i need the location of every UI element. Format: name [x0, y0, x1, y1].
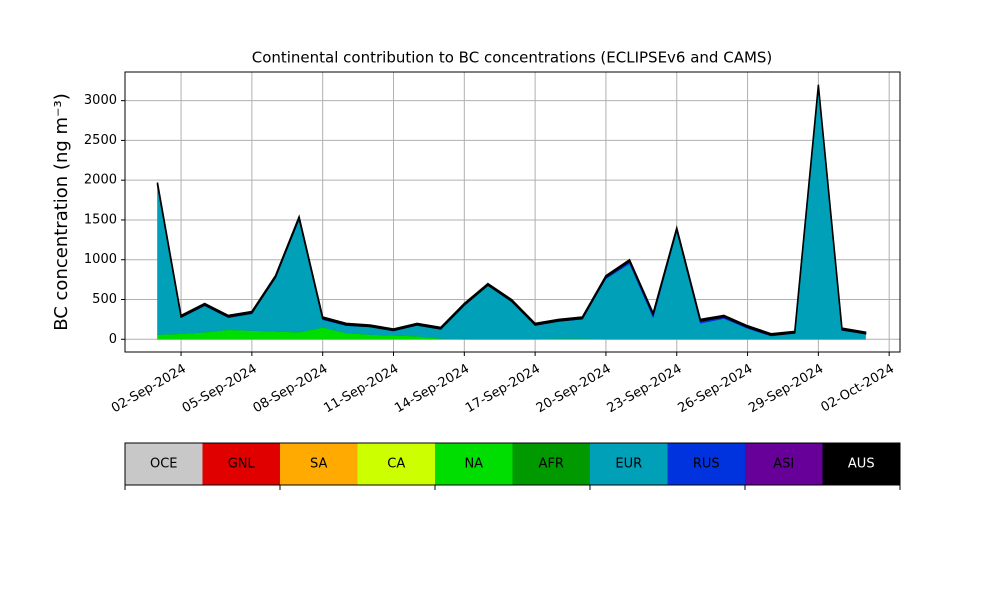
legend-label: AFR	[539, 457, 564, 472]
legend-swatch	[125, 443, 203, 485]
legend-label: AUS	[848, 457, 875, 472]
legend-swatch	[512, 443, 590, 485]
legend-swatch	[435, 443, 513, 485]
legend-swatch	[202, 443, 280, 485]
legend-swatch	[822, 443, 900, 485]
legend-label: GNL	[228, 457, 256, 472]
y-axis-label: BC concentration (ng m⁻³)	[51, 93, 72, 331]
y-tick-label: 3000	[84, 93, 117, 108]
y-tick-label: 0	[109, 332, 117, 347]
y-tick-label: 2000	[84, 173, 117, 188]
legend-label: EUR	[615, 457, 642, 472]
y-tick-label: 1500	[84, 212, 117, 227]
legend-swatch	[590, 443, 668, 485]
legend-swatch	[280, 443, 358, 485]
legend-swatch	[745, 443, 823, 485]
legend-frame	[124, 442, 901, 486]
legend-label: OCE	[150, 457, 178, 472]
legend-label: SA	[310, 457, 327, 472]
y-tick-label: 1000	[84, 252, 117, 267]
y-tick-label: 500	[92, 292, 117, 307]
legend-swatch	[357, 443, 435, 485]
chart-title: Continental contribution to BC concentra…	[252, 49, 773, 67]
legend-label: CA	[387, 457, 405, 472]
legend-swatch	[667, 443, 745, 485]
legend-label: RUS	[693, 457, 720, 472]
area	[156, 84, 867, 337]
y-tick-label: 2500	[84, 133, 117, 148]
legend-label: NA	[464, 457, 483, 472]
legend-label: ASI	[773, 457, 794, 472]
plot-frame	[124, 71, 901, 353]
